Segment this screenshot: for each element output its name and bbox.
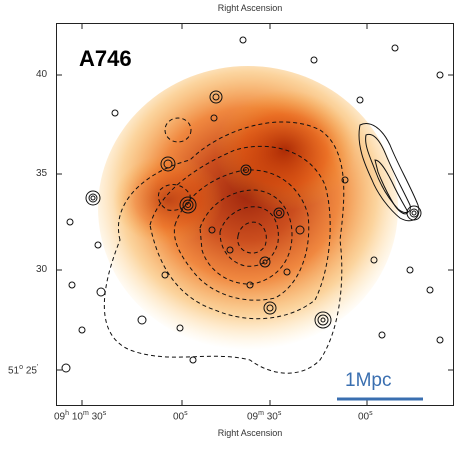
solid-radio-contours bbox=[61, 36, 444, 373]
x-tick-label: 00s bbox=[358, 410, 373, 423]
dashed-contours bbox=[103, 117, 345, 374]
bottom-axis-title: Right Ascension bbox=[217, 428, 283, 438]
cluster-label: A746 bbox=[79, 46, 132, 71]
xray-emission-north-lobe bbox=[215, 90, 355, 210]
x-tick-label: 00s bbox=[173, 410, 188, 423]
x-tick-label: 09m 30s bbox=[247, 410, 282, 423]
y-tick-label: 35 bbox=[36, 168, 48, 179]
axis-ticks bbox=[57, 24, 453, 405]
xray-emission-west-lobe bbox=[113, 155, 223, 245]
y-tick-label: 40 bbox=[36, 69, 48, 80]
scale-bar-label: 1Mpc bbox=[345, 370, 392, 391]
y-tick-label: 30 bbox=[36, 264, 48, 275]
top-axis-title: Right Ascension bbox=[217, 3, 283, 13]
x-tick-label: 09h 10m 30s bbox=[54, 410, 107, 423]
y-tick-label-dec: 51o 25' bbox=[8, 364, 39, 377]
